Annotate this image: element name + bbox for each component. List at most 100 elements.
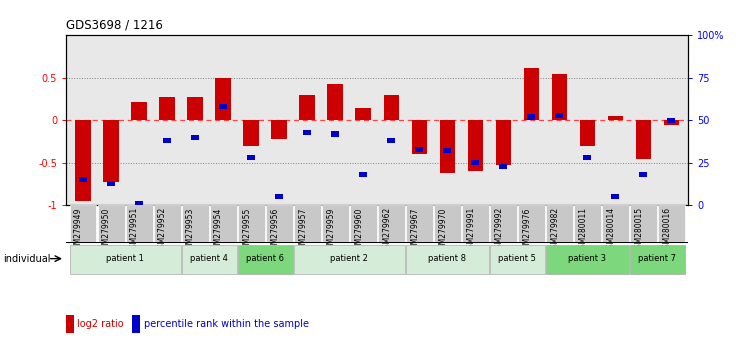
FancyBboxPatch shape	[461, 205, 489, 242]
Text: patient 6: patient 6	[246, 254, 284, 263]
FancyBboxPatch shape	[630, 205, 657, 242]
Text: GSM279991: GSM279991	[466, 207, 475, 253]
Text: GSM279949: GSM279949	[74, 207, 83, 253]
Bar	[415, 147, 423, 152]
FancyBboxPatch shape	[658, 205, 684, 242]
Text: GSM279962: GSM279962	[382, 207, 392, 253]
Bar	[216, 78, 231, 120]
Text: GSM280015: GSM280015	[634, 207, 643, 253]
FancyBboxPatch shape	[126, 205, 152, 242]
Bar	[523, 68, 539, 120]
Bar	[163, 138, 171, 143]
Bar	[131, 102, 146, 120]
Text: GSM279952: GSM279952	[158, 207, 167, 253]
Bar	[411, 120, 427, 154]
Bar	[331, 131, 339, 137]
Bar	[387, 138, 395, 143]
Bar	[66, 315, 74, 333]
Text: individual: individual	[3, 253, 51, 264]
Text: GSM279959: GSM279959	[326, 207, 335, 253]
Text: GSM279955: GSM279955	[242, 207, 251, 253]
Text: GSM279967: GSM279967	[410, 207, 420, 253]
Bar	[471, 160, 479, 165]
FancyBboxPatch shape	[490, 205, 517, 242]
Bar	[219, 104, 227, 109]
Bar	[272, 120, 287, 139]
Text: percentile rank within the sample: percentile rank within the sample	[144, 319, 308, 329]
FancyBboxPatch shape	[434, 205, 461, 242]
Bar	[636, 120, 651, 159]
FancyBboxPatch shape	[518, 205, 545, 242]
FancyBboxPatch shape	[378, 205, 405, 242]
Text: GSM279951: GSM279951	[130, 207, 139, 253]
Bar	[303, 130, 311, 135]
Text: patient 2: patient 2	[330, 254, 368, 263]
FancyBboxPatch shape	[406, 205, 433, 242]
Bar	[79, 177, 87, 182]
Text: GDS3698 / 1216: GDS3698 / 1216	[66, 19, 163, 32]
Bar	[247, 155, 255, 160]
Text: patient 4: patient 4	[190, 254, 228, 263]
Bar	[443, 148, 451, 154]
FancyBboxPatch shape	[630, 245, 684, 274]
Bar	[328, 84, 343, 120]
FancyBboxPatch shape	[294, 205, 321, 242]
Bar	[383, 95, 399, 120]
Text: GSM279957: GSM279957	[298, 207, 307, 253]
Bar	[664, 120, 679, 125]
Text: patient 1: patient 1	[106, 254, 144, 263]
Text: GSM279956: GSM279956	[270, 207, 279, 253]
FancyBboxPatch shape	[406, 245, 489, 274]
Bar	[640, 172, 647, 177]
Bar	[551, 74, 567, 120]
Text: GSM280014: GSM280014	[606, 207, 615, 253]
Bar	[467, 120, 483, 171]
Text: GSM279982: GSM279982	[551, 207, 559, 253]
Bar	[439, 120, 455, 173]
FancyBboxPatch shape	[98, 205, 124, 242]
Text: log2 ratio: log2 ratio	[77, 319, 124, 329]
FancyBboxPatch shape	[490, 245, 545, 274]
Bar	[668, 118, 675, 123]
FancyBboxPatch shape	[602, 205, 629, 242]
FancyBboxPatch shape	[546, 245, 629, 274]
Text: GSM279954: GSM279954	[214, 207, 223, 253]
FancyBboxPatch shape	[266, 205, 293, 242]
Text: patient 3: patient 3	[568, 254, 606, 263]
Bar	[135, 201, 143, 206]
FancyBboxPatch shape	[294, 245, 405, 274]
Bar	[300, 95, 315, 120]
FancyBboxPatch shape	[154, 205, 180, 242]
FancyBboxPatch shape	[238, 205, 264, 242]
Text: GSM279953: GSM279953	[186, 207, 195, 253]
FancyBboxPatch shape	[574, 205, 601, 242]
FancyBboxPatch shape	[350, 205, 377, 242]
Text: GSM279976: GSM279976	[523, 207, 531, 253]
FancyBboxPatch shape	[238, 245, 293, 274]
Bar	[103, 120, 118, 182]
Text: patient 8: patient 8	[428, 254, 466, 263]
Bar	[188, 97, 203, 120]
Text: GSM279992: GSM279992	[495, 207, 503, 253]
Bar	[584, 155, 591, 160]
Bar	[160, 97, 174, 120]
Bar	[556, 113, 563, 118]
Text: patient 5: patient 5	[498, 254, 537, 263]
FancyBboxPatch shape	[322, 205, 349, 242]
Bar	[275, 194, 283, 199]
FancyBboxPatch shape	[70, 245, 180, 274]
Text: patient 7: patient 7	[638, 254, 676, 263]
FancyBboxPatch shape	[210, 205, 236, 242]
Text: GSM280016: GSM280016	[662, 207, 671, 253]
Bar	[528, 114, 535, 120]
FancyBboxPatch shape	[546, 205, 573, 242]
Text: GSM279970: GSM279970	[438, 207, 447, 253]
Bar	[580, 120, 595, 146]
Bar	[612, 194, 619, 199]
Bar	[75, 120, 91, 201]
Bar	[107, 181, 115, 186]
Bar	[608, 116, 623, 120]
Bar	[355, 108, 371, 120]
Bar	[495, 120, 511, 165]
FancyBboxPatch shape	[70, 205, 96, 242]
